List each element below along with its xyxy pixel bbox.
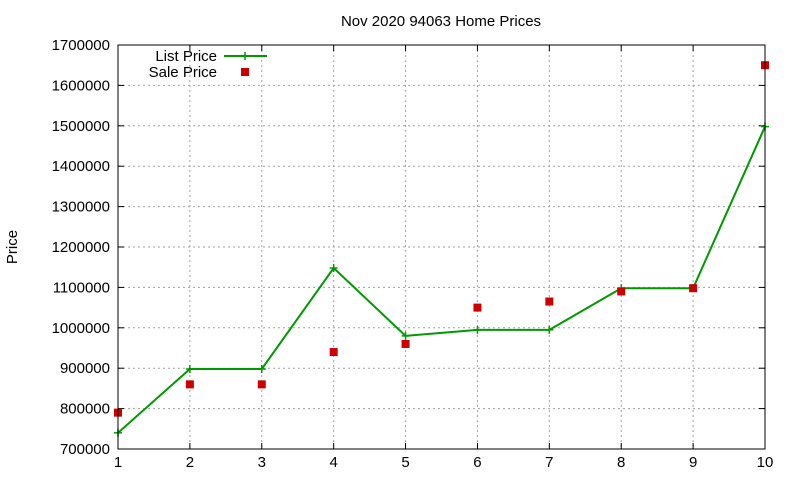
- y-tick-label: 1500000: [52, 118, 110, 135]
- y-tick-label: 1700000: [52, 37, 110, 54]
- chart-title: Nov 2020 94063 Home Prices: [341, 13, 541, 30]
- x-tick-label: 2: [186, 454, 194, 471]
- y-tick-label: 1600000: [52, 77, 110, 94]
- list-price-point: [257, 365, 266, 374]
- sale-price-point: [257, 380, 266, 389]
- y-axis-label: Price: [4, 230, 21, 264]
- legend-label: Sale Price: [149, 64, 217, 81]
- list-price-point: [473, 325, 482, 334]
- x-tick-label: 7: [545, 454, 553, 471]
- y-tick-label: 1400000: [52, 158, 110, 175]
- list-price-line: [117, 126, 766, 434]
- sale-price-point: [689, 284, 698, 293]
- legend-swatch-marker: [241, 68, 249, 76]
- y-tick-label: 1100000: [53, 279, 110, 296]
- sale-price-point: [617, 287, 626, 296]
- x-tick-label: 8: [617, 454, 625, 471]
- y-tick-label: 700000: [60, 441, 110, 458]
- sale-price-point: [545, 297, 554, 306]
- x-tick-label: 4: [329, 454, 337, 471]
- y-tick-label: 900000: [60, 360, 110, 377]
- series-list-price: [114, 122, 769, 437]
- x-tick-label: 3: [258, 454, 266, 471]
- list-price-point: [545, 325, 554, 334]
- list-price-point: [329, 264, 338, 273]
- plot-border: [117, 44, 766, 450]
- y-tick-label: 800000: [60, 401, 110, 418]
- x-tick-label: 10: [757, 454, 774, 471]
- series: [114, 61, 769, 437]
- list-price-point: [401, 331, 410, 340]
- x-tick-label: 6: [473, 454, 481, 471]
- x-tick-label: 5: [401, 454, 409, 471]
- axis-ticks: 700000 800000 900000 1000000 1100000 1200000 1…: [52, 37, 774, 471]
- y-tick-label: 1300000: [52, 199, 110, 216]
- legend-label: List Price: [155, 48, 217, 65]
- sale-price-point: [473, 303, 482, 312]
- sale-price-point: [185, 380, 194, 389]
- legend-swatch-marker: [241, 52, 249, 60]
- list-price-point: [185, 365, 194, 374]
- sale-price-point: [329, 348, 338, 357]
- y-tick-label: 1200000: [52, 239, 110, 256]
- grid: [118, 45, 765, 449]
- x-tick-label: 9: [689, 454, 697, 471]
- y-tick-label: 1000000: [52, 320, 110, 337]
- sale-price-point: [401, 339, 410, 348]
- x-tick-label: 1: [114, 454, 122, 471]
- series-sale-price: [114, 61, 769, 417]
